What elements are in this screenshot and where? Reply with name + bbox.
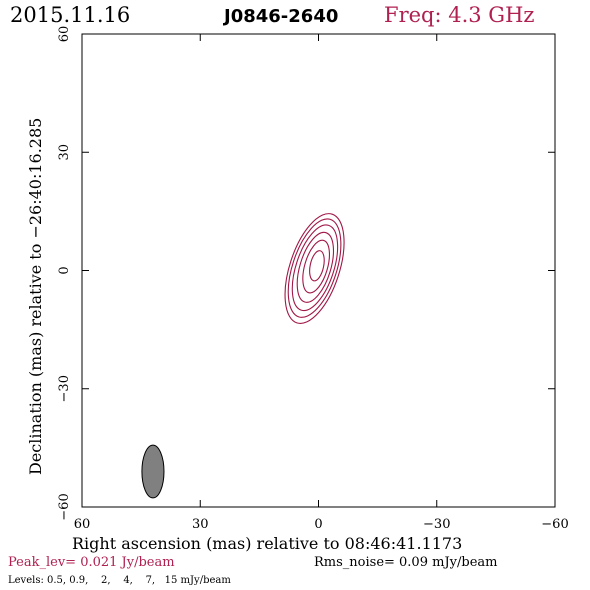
axis-ticks	[81, 33, 556, 508]
y-tick-label-2: 0	[57, 266, 72, 274]
peak-level: Peak_lev= 0.021 Jy/beam	[8, 555, 175, 570]
frequency-label: Freq: 4.3 GHz	[384, 3, 534, 27]
y-tick-labels: −60 −30 0 30 60	[57, 26, 72, 521]
contour-level-5	[309, 250, 325, 282]
y-tick-label-0: −60	[57, 493, 72, 520]
y-tick-label-3: 30	[57, 144, 72, 161]
y-tick-label-4: 60	[57, 26, 72, 43]
x-tick-label-1: 30	[192, 517, 209, 532]
contour-levels: Levels: 0.5, 0.9, 2, 4, 7, 15 mJy/beam	[8, 575, 231, 586]
x-tick-label-0: 60	[74, 517, 91, 532]
observation-date: 2015.11.16	[10, 3, 130, 27]
x-tick-label-2: 0	[314, 517, 322, 532]
beam-ellipse-group	[141, 444, 165, 499]
x-tick-label-3: −30	[423, 517, 450, 532]
contour-level-3	[296, 231, 335, 303]
x-tick-labels: 60 30 0 −30 −60	[74, 517, 569, 532]
beam-ellipse	[141, 444, 165, 499]
contour-set	[284, 213, 345, 324]
contour-level-0	[284, 213, 345, 324]
source-name: J0846-2640	[222, 6, 338, 27]
y-tick-label-1: −30	[57, 375, 72, 402]
plot-frame	[81, 33, 556, 508]
contour-level-1	[287, 218, 342, 318]
rms-noise: Rms_noise= 0.09 mJy/beam	[314, 555, 497, 570]
y-axis-label: Declination (mas) relative to −26:40:16.…	[26, 118, 45, 475]
contour-level-2	[291, 224, 339, 312]
x-axis-label: Right ascension (mas) relative to 08:46:…	[72, 534, 462, 553]
contour-level-4	[302, 239, 330, 294]
x-tick-label-4: −60	[541, 517, 568, 532]
